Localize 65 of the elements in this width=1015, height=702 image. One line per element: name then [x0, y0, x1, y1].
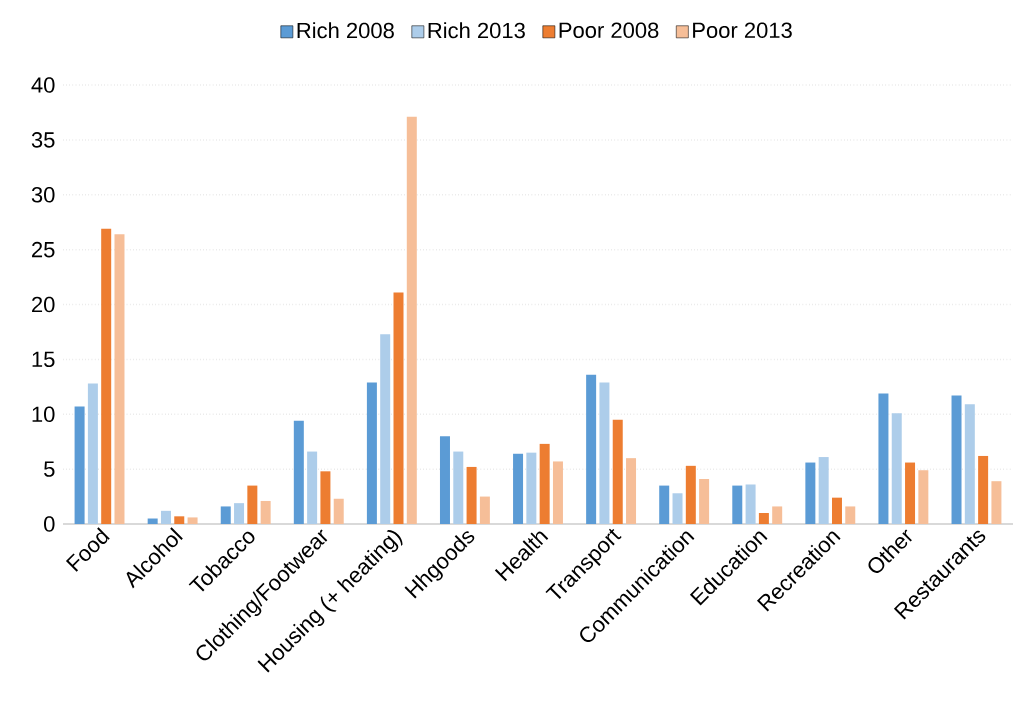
bar: [453, 451, 464, 524]
bar: [366, 382, 377, 524]
y-tick-label: 5: [44, 461, 55, 477]
bar: [114, 234, 125, 524]
bar: [831, 497, 842, 524]
bar: [406, 116, 417, 524]
bar: [539, 443, 550, 524]
bar: [845, 506, 856, 524]
legend-label: Rich 2008: [297, 22, 394, 39]
bar: [659, 485, 670, 524]
bar: [526, 452, 537, 524]
bar: [878, 393, 889, 524]
bar: [672, 493, 683, 524]
y-tick-label: 30: [31, 186, 55, 203]
bar: [552, 461, 563, 524]
bar: [147, 518, 158, 524]
bar: [307, 451, 318, 524]
bar: [586, 374, 597, 524]
legend-label: Poor 2008: [559, 22, 659, 39]
y-tick-label: 10: [32, 406, 55, 423]
bar: [772, 506, 783, 524]
bar: [951, 395, 962, 524]
bar: [187, 517, 198, 524]
bar: [74, 406, 85, 524]
bar: [320, 471, 331, 524]
bar: [160, 510, 171, 524]
bar: [978, 455, 989, 524]
y-tick-label: 25: [32, 241, 55, 258]
bar: [479, 496, 490, 524]
y-tick-label: 0: [44, 516, 55, 532]
y-tick-label: 20: [32, 296, 55, 313]
bar: [293, 420, 304, 524]
bar: [393, 292, 404, 524]
bar: [818, 457, 829, 524]
bar: [101, 228, 112, 524]
bar: [466, 466, 477, 524]
bar: [699, 479, 710, 524]
bar: [599, 382, 610, 524]
bar: [439, 436, 450, 524]
bar: [220, 506, 231, 524]
bar: [732, 485, 743, 524]
bar: [87, 383, 98, 524]
bar: [685, 465, 696, 524]
bar: [745, 484, 756, 524]
bar: [905, 462, 916, 524]
bar: [380, 334, 391, 524]
legend-label: Rich 2013: [428, 22, 525, 39]
y-tick-label: 35: [31, 132, 55, 148]
bar: [612, 419, 623, 524]
bar: [626, 458, 637, 524]
bar: [964, 404, 975, 524]
y-tick-label: 15: [32, 351, 55, 368]
bar: [513, 453, 524, 524]
bar: [234, 503, 245, 524]
bar: [174, 516, 185, 524]
bar: [918, 470, 929, 524]
bar: [247, 485, 258, 524]
bar: [333, 498, 344, 524]
legend-label: Poor 2013: [693, 22, 792, 39]
bar: [891, 413, 902, 524]
y-tick-label: 40: [31, 77, 55, 93]
bar: [991, 481, 1002, 524]
bar: [805, 462, 816, 524]
bar: [260, 500, 271, 524]
bar: [758, 513, 769, 524]
